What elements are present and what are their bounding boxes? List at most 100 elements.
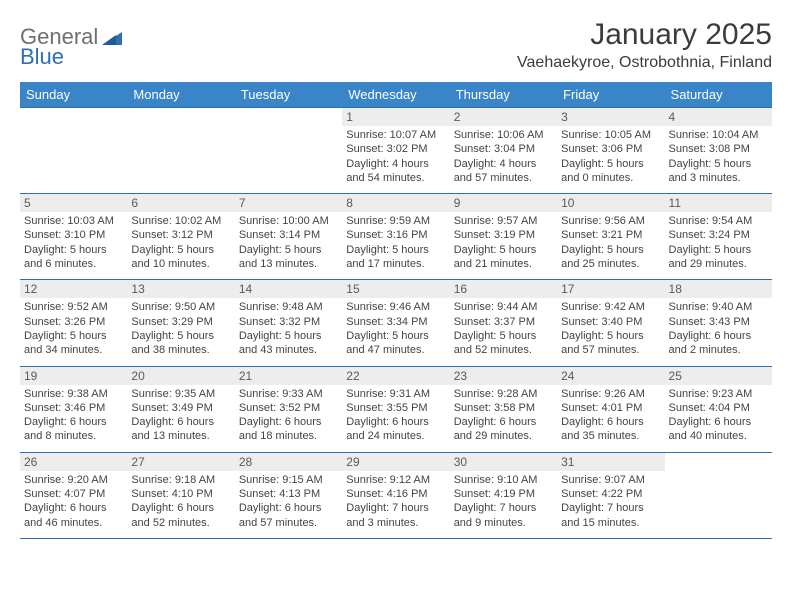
day-number: 13 [127,280,234,298]
day-info-line: Daylight: 5 hours [454,243,553,257]
day-info-line: Daylight: 6 hours [669,415,768,429]
day-info-line: Sunset: 3:52 PM [239,401,338,415]
day-info-line: Sunrise: 9:54 AM [669,214,768,228]
day-info-line: Sunset: 3:08 PM [669,142,768,156]
day-info-line: Sunset: 3:10 PM [24,228,123,242]
day-info-line: Daylight: 5 hours [669,157,768,171]
day-info-line: Daylight: 7 hours [561,501,660,515]
day-info-line: Sunrise: 9:48 AM [239,300,338,314]
weekday-header: Tuesday [235,82,342,108]
day-info-line: Sunset: 3:58 PM [454,401,553,415]
day-info-line: Sunrise: 9:12 AM [346,473,445,487]
calendar-cell: 19 Sunrise: 9:38 AMSunset: 3:46 PMDayligh… [20,366,127,452]
day-number: 2 [450,108,557,126]
day-info-line: Sunset: 3:37 PM [454,315,553,329]
day-info-line: Sunrise: 10:02 AM [131,214,230,228]
calendar-cell: 17Sunrise: 9:42 AMSunset: 3:40 PMDayligh… [557,280,664,366]
day-info-line: Sunset: 4:22 PM [561,487,660,501]
day-info-line: Daylight: 5 hours [24,329,123,343]
day-info-line: Sunset: 4:16 PM [346,487,445,501]
calendar-cell: 30Sunrise: 9:10 AMSunset: 4:19 PMDayligh… [450,452,557,538]
day-number: 31 [557,453,664,471]
day-info-line: Sunrise: 9:15 AM [239,473,338,487]
day-info-line: Daylight: 6 hours [346,415,445,429]
day-info-line: Daylight: 5 hours [561,157,660,171]
calendar-cell: 9Sunrise: 9:57 AMSunset: 3:19 PMDaylight… [450,194,557,280]
day-info: Sunrise: 9:23 AMSunset: 4:04 PMDaylight:… [669,387,768,444]
day-number: 12 [20,280,127,298]
calendar-cell: 27Sunrise: 9:18 AMSunset: 4:10 PMDayligh… [127,452,234,538]
day-info: Sunrise: 10:06 AMSunset: 3:04 PMDaylight… [454,128,553,185]
calendar-cell: 24Sunrise: 9:26 AMSunset: 4:01 PMDayligh… [557,366,664,452]
day-number: 9 [450,194,557,212]
day-info-line: Sunrise: 9:46 AM [346,300,445,314]
day-info-line: Sunset: 3:06 PM [561,142,660,156]
day-info-line: Sunset: 3:29 PM [131,315,230,329]
day-number: 26 [20,453,127,471]
calendar-cell: 31Sunrise: 9:07 AMSunset: 4:22 PMDayligh… [557,452,664,538]
day-info-line: and 52 minutes. [131,516,230,530]
calendar-cell-empty [127,108,234,194]
day-info: Sunrise: 9:59 AMSunset: 3:16 PMDaylight:… [346,214,445,271]
calendar-body: 1 Sunrise: 10:07 AMSunset: 3:02 PMDayligh… [20,108,772,539]
calendar-cell: 4Sunrise: 10:04 AMSunset: 3:08 PMDayligh… [665,108,772,194]
day-info-line: Sunrise: 9:44 AM [454,300,553,314]
day-info-line: Daylight: 6 hours [239,415,338,429]
day-info-line: and 35 minutes. [561,429,660,443]
page-header: General January 2025 Vaehaekyroe, Ostrob… [20,18,772,72]
day-number: 1 [342,108,449,126]
calendar-row: 26Sunrise: 9:20 AMSunset: 4:07 PMDayligh… [20,452,772,538]
calendar-cell: 13Sunrise: 9:50 AMSunset: 3:29 PMDayligh… [127,280,234,366]
logo-triangle-icon [102,29,122,45]
day-info-line: Sunrise: 9:31 AM [346,387,445,401]
day-info-line: Sunrise: 9:28 AM [454,387,553,401]
day-info-line: and 52 minutes. [454,343,553,357]
day-number: 19 [20,367,127,385]
day-info-line: Sunset: 4:07 PM [24,487,123,501]
day-info-line: Sunrise: 9:52 AM [24,300,123,314]
day-info-line: Sunrise: 9:59 AM [346,214,445,228]
day-info-line: Sunrise: 9:42 AM [561,300,660,314]
calendar-cell: 11Sunrise: 9:54 AMSunset: 3:24 PMDayligh… [665,194,772,280]
day-info-line: and 57 minutes. [561,343,660,357]
day-info: Sunrise: 9:33 AMSunset: 3:52 PMDaylight:… [239,387,338,444]
day-info-line: Sunrise: 9:50 AM [131,300,230,314]
title-block: January 2025 Vaehaekyroe, Ostrobothnia, … [517,18,772,72]
day-info-line: Sunrise: 10:04 AM [669,128,768,142]
day-info-line: Sunrise: 9:18 AM [131,473,230,487]
calendar-cell: 3Sunrise: 10:05 AMSunset: 3:06 PMDayligh… [557,108,664,194]
day-info-line: Daylight: 7 hours [454,501,553,515]
calendar-cell-empty [20,108,127,194]
day-info: Sunrise: 10:07 AMSunset: 3:02 PMDaylight… [346,128,445,185]
day-info-line: Sunrise: 10:03 AM [24,214,123,228]
day-info-line: Daylight: 5 hours [346,243,445,257]
day-info-line: and 10 minutes. [131,257,230,271]
day-info-line: and 0 minutes. [561,171,660,185]
day-info-line: Sunset: 3:24 PM [669,228,768,242]
day-number: 25 [665,367,772,385]
day-info-line: Sunset: 3:34 PM [346,315,445,329]
weekday-header: Wednesday [342,82,449,108]
day-info: Sunrise: 9:18 AMSunset: 4:10 PMDaylight:… [131,473,230,530]
calendar-cell: 7Sunrise: 10:00 AMSunset: 3:14 PMDayligh… [235,194,342,280]
day-number: 16 [450,280,557,298]
day-info: Sunrise: 9:44 AMSunset: 3:37 PMDaylight:… [454,300,553,357]
day-number: 5 [20,194,127,212]
day-info-line: Sunset: 3:32 PM [239,315,338,329]
day-info-line: Sunrise: 9:56 AM [561,214,660,228]
day-number: 22 [342,367,449,385]
day-info-line: and 46 minutes. [24,516,123,530]
day-info: Sunrise: 10:02 AMSunset: 3:12 PMDaylight… [131,214,230,271]
calendar-cell: 16 Sunrise: 9:44 AMSunset: 3:37 PMDayligh… [450,280,557,366]
month-title: January 2025 [517,18,772,52]
day-info-line: Sunrise: 9:38 AM [24,387,123,401]
day-info: Sunrise: 9:48 AMSunset: 3:32 PMDaylight:… [239,300,338,357]
calendar-cell: 18Sunrise: 9:40 AMSunset: 3:43 PMDayligh… [665,280,772,366]
location-text: Vaehaekyroe, Ostrobothnia, Finland [517,54,772,72]
day-info-line: and 25 minutes. [561,257,660,271]
calendar-cell: 23Sunrise: 9:28 AMSunset: 3:58 PMDayligh… [450,366,557,452]
day-info-line: Daylight: 4 hours [454,157,553,171]
day-info: Sunrise: 9:38 AMSunset: 3:46 PMDaylight:… [24,387,123,444]
calendar-row: 5 Sunrise: 10:03 AMSunset: 3:10 PM Dayligh… [20,194,772,280]
day-info-line: Sunset: 3:49 PM [131,401,230,415]
